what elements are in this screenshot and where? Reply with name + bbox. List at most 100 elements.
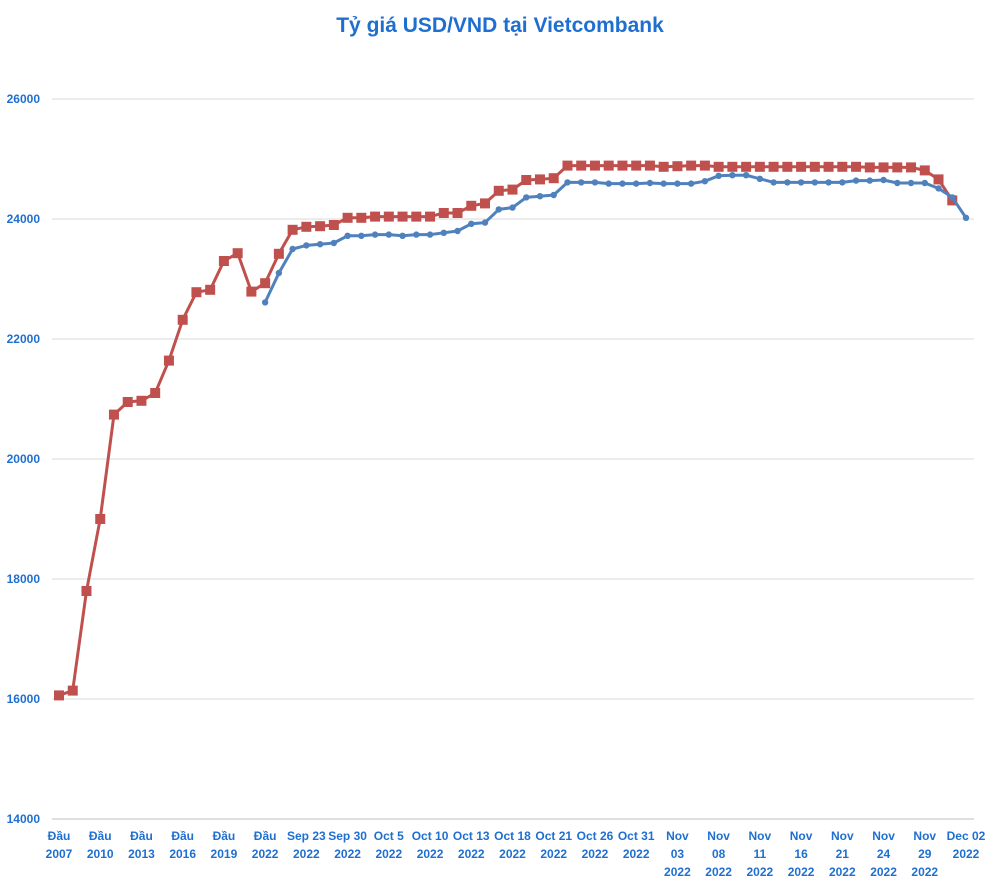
data-point [784, 179, 790, 185]
x-tick-label: Sep 23 2022 [287, 829, 326, 861]
x-tick-label: Dec 02 2022 [947, 829, 986, 861]
x-tick-label: Nov 03 2022 [664, 829, 691, 879]
data-point [301, 222, 311, 232]
data-point [810, 162, 820, 172]
x-tick-label-line: 24 [877, 847, 891, 861]
x-tick-label-line: 03 [671, 847, 685, 861]
x-tick-label-line: 16 [794, 847, 808, 861]
data-point [496, 206, 502, 212]
x-tick-label: Đầu 2010 [87, 829, 114, 861]
x-tick-label-line: 2022 [664, 865, 691, 879]
data-point [578, 179, 584, 185]
data-point [920, 165, 930, 175]
data-point [453, 208, 463, 218]
x-tick-label-line: Nov [707, 829, 730, 843]
x-tick-label-line: Nov [790, 829, 813, 843]
data-point [164, 356, 174, 366]
data-point [276, 270, 282, 276]
x-tick-label-line: 2022 [747, 865, 774, 879]
data-point [109, 410, 119, 420]
x-tick-label-line: Đầu [130, 829, 153, 843]
data-point [549, 173, 559, 183]
data-point [425, 212, 435, 222]
data-point [647, 180, 653, 186]
x-tick-label: Đầu 2019 [211, 829, 238, 861]
data-point [537, 193, 543, 199]
x-tick-label-line: 2022 [458, 847, 485, 861]
x-tick-label: Nov 24 2022 [870, 829, 897, 879]
data-point [757, 176, 763, 182]
data-point [770, 179, 776, 185]
data-point [825, 179, 831, 185]
x-tick-label-line: Đầu [254, 829, 277, 843]
data-point [370, 212, 380, 222]
data-point [329, 220, 339, 230]
data-point [262, 299, 268, 305]
data-point [317, 241, 323, 247]
x-tick-label-line: 2022 [293, 847, 320, 861]
y-tick-label: 18000 [7, 572, 41, 586]
data-point [68, 686, 78, 696]
data-point [659, 162, 669, 172]
x-tick-label: Oct 10 2022 [412, 829, 449, 861]
data-point [344, 233, 350, 239]
data-point [523, 194, 529, 200]
data-point [315, 221, 325, 231]
data-point [246, 287, 256, 297]
data-point [729, 172, 735, 178]
x-tick-label-line: 11 [754, 847, 767, 861]
x-tick-label-line: 2013 [128, 847, 155, 861]
data-point [331, 240, 337, 246]
data-point [727, 162, 737, 172]
x-tick-label: Oct 21 2022 [535, 829, 572, 861]
x-tick-label: Nov 16 2022 [788, 829, 815, 879]
data-point [839, 179, 845, 185]
data-point [880, 177, 886, 183]
data-point [660, 180, 666, 186]
data-point [631, 161, 641, 171]
data-point [714, 162, 724, 172]
data-point [743, 172, 749, 178]
data-point [590, 161, 600, 171]
x-tick-label-line: Oct 13 [453, 829, 490, 843]
data-point [949, 194, 955, 200]
plot-area [54, 161, 969, 701]
y-tick-label: 24000 [7, 212, 41, 226]
x-tick-label-line: 2016 [169, 847, 196, 861]
x-tick-label-line: 2022 [417, 847, 444, 861]
data-point [81, 586, 91, 596]
data-point [384, 212, 394, 222]
data-point [494, 186, 504, 196]
x-tick-label-line: 08 [712, 847, 726, 861]
x-axis: Đầu 2007Đầu 2010Đầu 2013Đầu 2016Đầu 2019Đầu 20… [46, 829, 986, 879]
x-tick-label-line: 2022 [705, 865, 732, 879]
x-tick-label-line: 2022 [829, 865, 856, 879]
data-point [562, 161, 572, 171]
data-point [468, 221, 474, 227]
x-tick-label: Oct 13 2022 [453, 829, 490, 861]
data-point [892, 162, 902, 172]
x-tick-label-line: Oct 26 [577, 829, 614, 843]
data-point [482, 219, 488, 225]
x-tick-label: Đầu 2022 [252, 829, 279, 861]
data-point [619, 180, 625, 186]
data-point [136, 396, 146, 406]
data-point [865, 162, 875, 172]
data-point [191, 287, 201, 297]
data-point [867, 177, 873, 183]
x-tick-label-line: 2022 [540, 847, 567, 861]
data-point [260, 278, 270, 288]
x-tick-label-line: Oct 31 [618, 829, 655, 843]
data-point [411, 212, 421, 222]
data-point [851, 162, 861, 172]
x-tick-label: Đầu 2016 [169, 829, 196, 861]
data-point [509, 204, 515, 210]
x-tick-label-line: 2022 [788, 865, 815, 879]
data-point [824, 162, 834, 172]
data-point [617, 161, 627, 171]
series-line-2 [265, 175, 966, 302]
data-point [812, 179, 818, 185]
x-tick-label-line: Sep 30 [328, 829, 367, 843]
x-tick-label-line: Oct 5 [374, 829, 404, 843]
x-tick-label: Oct 26 2022 [577, 829, 614, 861]
